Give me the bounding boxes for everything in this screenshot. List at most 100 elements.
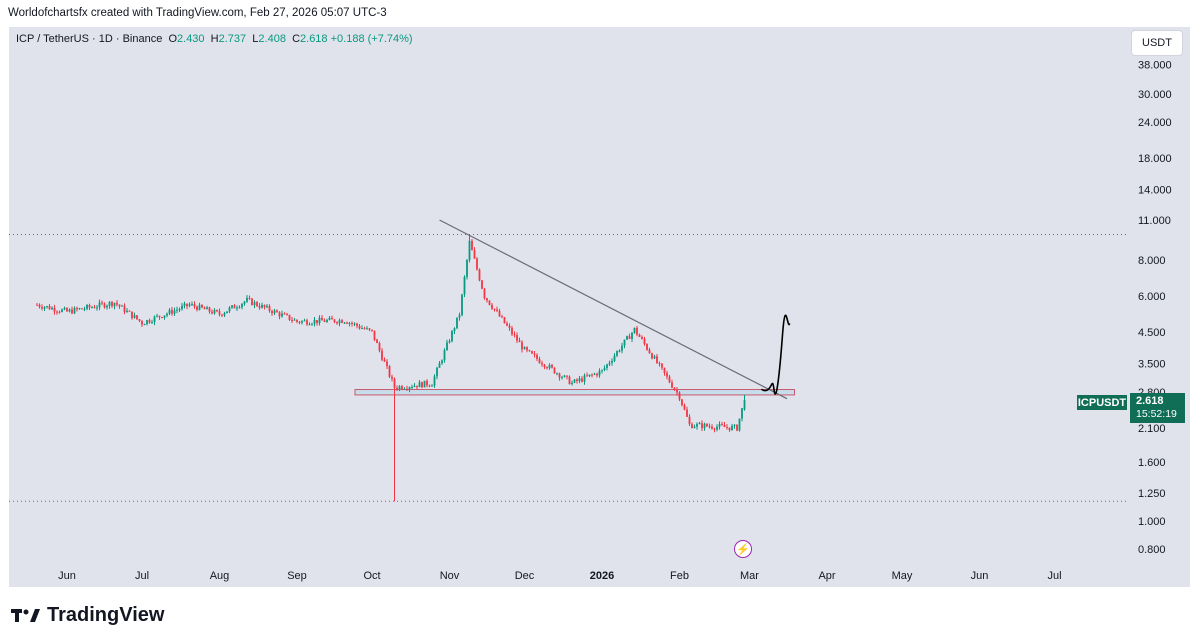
tradingview-logo[interactable]: TradingView [11,604,164,627]
y-axis-tick-label: 6.000 [1138,291,1166,303]
candle-body [273,310,276,314]
event-marker-icon[interactable]: ⚡ [734,540,752,558]
candle-body [621,345,623,351]
candle-body [663,367,666,373]
candle-body [726,427,728,429]
candle-body [298,321,301,323]
candle-body [728,427,731,431]
candle-body [683,405,686,410]
x-axis-tick-label: Mar [740,570,759,582]
candle-body [611,360,613,363]
candle-body [53,307,56,312]
candle-body [328,317,331,320]
legend-high-label: H [210,33,219,45]
candle-body [86,304,88,309]
candle-body [253,302,256,306]
candle-body [423,380,426,388]
candle-body [581,378,583,382]
candle-body [596,373,598,376]
candle-body [181,305,183,310]
candle-body [631,332,633,339]
candle-body [388,366,391,377]
candle-body [326,319,328,322]
candle-body [368,328,371,330]
legend-symbol[interactable]: ICP / TetherUS · 1D · Binance [16,33,163,45]
candle-body [531,351,533,354]
candle-body [126,310,128,313]
candle-body [431,385,433,387]
candle-body [408,387,411,390]
candle-body [666,372,668,377]
candle-body [668,376,671,383]
candle-body [711,426,713,429]
candle-body [406,388,408,390]
candle-body [196,306,198,310]
x-axis-tick-label: Dec [515,570,535,582]
symbol-price-label: ICPUSDT [1077,395,1127,410]
candle-body [686,409,688,417]
legend-low-label: L [252,33,259,45]
candle-body [546,367,548,369]
candle-body [731,425,733,431]
candle-body [251,298,253,306]
candle-body [68,309,71,312]
y-axis-tick-label: 11.000 [1138,215,1171,227]
candle-body [93,307,96,309]
candle-body [443,350,446,361]
candle-body [63,308,66,310]
candle-body [366,328,368,330]
candle-body [696,423,698,427]
candle-body [706,423,708,427]
candle-body [553,367,556,374]
candle-body [633,327,636,333]
chart-frame[interactable]: 38.000 30.000 24.000 18.000 14.000 11.000 8.00… [9,27,1190,587]
candle-body [61,309,63,312]
candle-body [121,305,123,307]
candle-body [448,341,451,343]
candle-body [671,382,673,388]
candle-body [691,424,693,429]
candle-body [693,426,696,429]
candle-body [638,334,641,337]
candle-body [161,317,163,319]
candle-body [81,308,83,310]
candle-body [348,322,351,324]
candle-body [133,315,136,319]
candle-body [128,310,131,312]
candle-body [458,315,461,318]
candle-body [116,302,118,305]
candle-body [38,304,41,307]
candle-body [188,304,191,307]
candle-body [261,304,263,308]
tradingview-logo-text: TradingView [47,604,165,626]
candle-body [471,240,473,251]
candle-body [113,302,116,307]
candle-body [583,375,586,382]
candle-body [613,355,616,361]
legend-open: 2.430 [177,33,205,45]
candle-body [573,379,576,383]
candle-body [138,319,141,322]
candle-body [148,320,151,323]
candle-body [48,306,51,310]
candle-body [316,319,318,324]
candle-body [588,374,591,377]
candle-body [496,309,498,311]
price-chart[interactable]: 38.000 30.000 24.000 18.000 14.000 11.000 8.00… [9,27,1190,587]
candle-body [393,378,396,388]
candle-body [228,307,231,312]
candle-body [96,307,98,309]
candle-body [363,328,366,330]
candle-body [88,304,91,308]
candle-body [593,373,596,375]
candle-body [288,314,291,320]
candle-body [723,425,726,428]
candle-body [656,356,658,364]
currency-unit-button[interactable]: USDT [1131,30,1183,56]
bar-countdown: 15:52:19 [1136,408,1177,420]
candle-body [626,336,628,340]
x-axis-tick-label: May [892,570,913,582]
candle-body [208,307,211,312]
candle-body [673,387,676,390]
plot-area [9,27,1126,567]
